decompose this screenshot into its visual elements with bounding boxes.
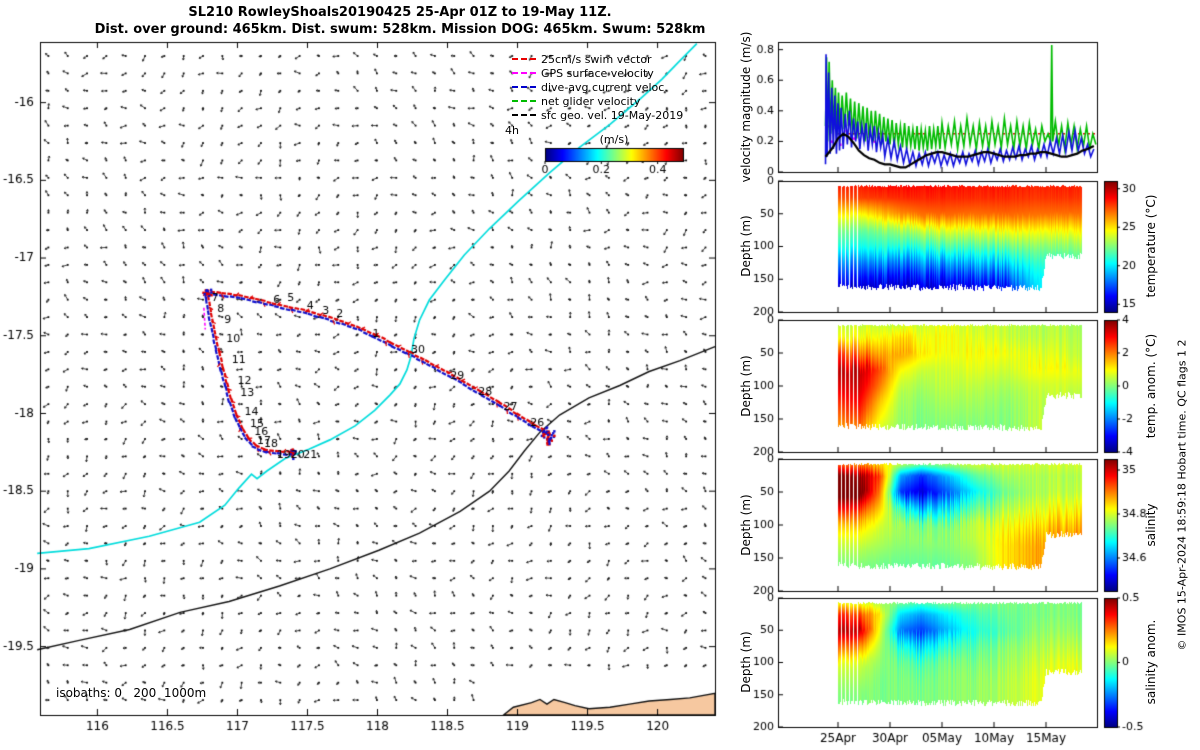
temp-anomaly-colorbar-label: temp. anom. (°C) bbox=[1144, 333, 1158, 439]
gps-velocity-line-icon bbox=[512, 72, 536, 74]
legend-time-interval-label: 4h bbox=[505, 124, 519, 137]
sfc-geo-velocity-line-icon bbox=[512, 114, 536, 116]
salinity-anomaly-depth-axis-label: Depth (m) bbox=[739, 631, 753, 693]
dive-avg-current-line-icon bbox=[512, 86, 536, 88]
isobaths-label: isobaths: 0 200 1000m bbox=[56, 686, 207, 700]
legend-item-net-glider-velocity: net glider velocity bbox=[512, 94, 683, 108]
velocity-y-axis-label: velocity magnitude (m/s) bbox=[739, 31, 753, 183]
legend-label: sfc geo. vel. 19-May-2019 bbox=[541, 108, 684, 122]
legend-item-gps-velocity: GPS surface velocity bbox=[512, 66, 683, 80]
velocity-panel bbox=[778, 42, 1097, 172]
legend-label: GPS surface velocity bbox=[541, 66, 654, 80]
legend-item-swim-vector: 25cm/s swim vector bbox=[512, 52, 683, 66]
velocity-colorbar-title: (m/s) bbox=[599, 133, 629, 146]
salinity-colorbar-label: salinity bbox=[1144, 503, 1158, 547]
temp-anomaly-panel bbox=[778, 320, 1097, 452]
salinity-panel bbox=[778, 459, 1097, 591]
mission-title: SL210 RowleyShoals20190425 25-Apr 01Z to… bbox=[188, 5, 612, 20]
salinity-anomaly-colorbar-label: salinity anom. bbox=[1144, 619, 1158, 705]
temperature-panel bbox=[778, 181, 1097, 312]
legend-item-dive-avg-current: dive-avg current veloc. bbox=[512, 80, 683, 94]
net-glider-velocity-line-icon bbox=[512, 100, 536, 102]
legend-label: dive-avg current veloc. bbox=[541, 80, 668, 94]
legend-label: 25cm/s swim vector bbox=[541, 52, 652, 66]
temperature-colorbar-label: temperature (°C) bbox=[1144, 194, 1158, 298]
legend-label: net glider velocity bbox=[541, 94, 641, 108]
mission-subtitle: Dist. over ground: 465km. Dist. swum: 52… bbox=[94, 22, 706, 37]
temp-anomaly-depth-axis-label: Depth (m) bbox=[739, 355, 753, 417]
copyright-label: © IMOS 15-Apr-2024 18:59:18 Hobart time.… bbox=[1175, 339, 1189, 651]
salinity-anomaly-panel bbox=[778, 598, 1097, 727]
salinity-depth-axis-label: Depth (m) bbox=[739, 494, 753, 556]
swim-vector-line-icon bbox=[512, 58, 536, 60]
legend-item-sfc-geo-velocity: sfc geo. vel. 19-May-2019 bbox=[512, 108, 683, 122]
map-legend: 25cm/s swim vector GPS surface velocity … bbox=[512, 52, 683, 122]
temperature-depth-axis-label: Depth (m) bbox=[739, 215, 753, 277]
